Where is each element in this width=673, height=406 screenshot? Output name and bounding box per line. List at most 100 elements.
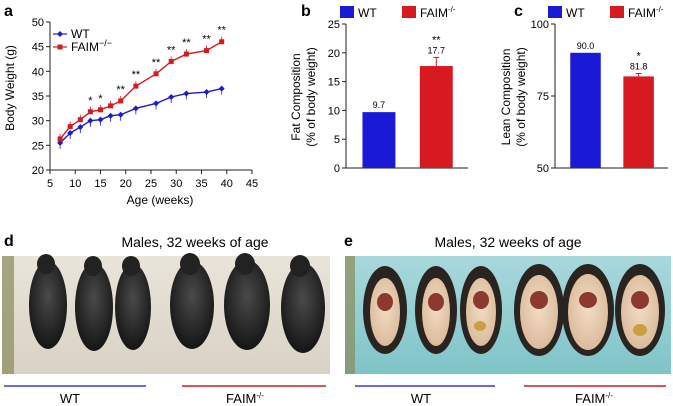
chart-a-xtick-label: 15	[94, 178, 106, 190]
panel-label-d: d	[4, 233, 14, 250]
chart-b-significance: **	[432, 34, 441, 46]
chart-b-bar-faim	[419, 66, 453, 168]
mouse-faim-3	[281, 255, 325, 353]
chart-a-significance: **	[132, 69, 141, 81]
photo-e-faim-label: FAIM-/-	[575, 391, 613, 406]
chart-a-xtick-label: 30	[170, 178, 182, 190]
carcass-faim-3	[615, 264, 665, 356]
chart-a-xtick-label: 20	[120, 178, 132, 190]
chart-a-point-faim	[108, 103, 114, 109]
chart-a-point-wt	[203, 89, 210, 96]
mouse-faim-2	[224, 253, 270, 350]
chart-a-point-wt	[87, 117, 94, 124]
chart-a-significance: **	[167, 44, 176, 56]
carcass-faim-2	[562, 264, 614, 356]
chart-b-legend-faim-swatch	[402, 6, 416, 18]
chart-a-point-faim	[77, 117, 83, 123]
chart-c-legend-faim-swatch	[610, 6, 624, 18]
chart-a-point-wt	[153, 100, 160, 107]
chart-a-ytick-label: 45	[32, 42, 44, 54]
fat-composition-chart: Fat Composition (% of body weight) 0 5 10 1…	[289, 5, 468, 175]
chart-a-point-faim	[118, 98, 124, 104]
chart-a-point-wt	[218, 85, 225, 92]
chart-a-point-wt	[97, 116, 104, 123]
chart-b-bar-wt	[362, 112, 396, 168]
chart-b-ytick-label: 0	[334, 163, 340, 175]
chart-c-significance: *	[636, 51, 641, 63]
panel-label-a: a	[4, 3, 13, 20]
chart-a-point-faim	[153, 71, 159, 77]
chart-a-xtick-label: 25	[145, 178, 157, 190]
chart-a-ytick-label: 20	[32, 165, 44, 177]
chart-a-point-wt	[117, 111, 124, 118]
photo-panel-e: Males, 32 weeks of age	[345, 234, 671, 406]
chart-b-legend-wt-swatch	[340, 6, 354, 18]
chart-a-significance: **	[182, 37, 191, 49]
ruler	[2, 256, 14, 374]
chart-a-ytick-label: 40	[32, 66, 44, 78]
chart-a-point-wt	[107, 112, 114, 119]
chart-a-xtick-label: 45	[246, 178, 258, 190]
chart-c-ylabel: Lean Composition	[499, 49, 513, 146]
chart-c-ylabel2: (% of body weight)	[514, 47, 528, 146]
chart-b-ylabel: Fat Composition	[289, 53, 303, 140]
chart-a-significance: **	[152, 57, 161, 69]
legend-wt-label: WT	[71, 27, 90, 41]
chart-a-ylabel: Body Weight (g)	[3, 45, 17, 131]
chart-a-point-faim	[98, 107, 103, 113]
chart-c-bar-faim	[623, 76, 654, 168]
chart-a-point-faim	[87, 109, 93, 115]
body-weight-chart: Body Weight (g) Age (weeks) 20 25 30 35 40 45…	[3, 17, 258, 207]
chart-a-xtick-label: 35	[195, 178, 207, 190]
chart-a-ytick-label: 30	[32, 116, 44, 128]
chart-a-point-faim	[183, 51, 189, 57]
chart-a-point-faim	[219, 39, 225, 45]
lean-composition-chart: Lean Composition (% of body weight) 50 75…	[499, 5, 668, 175]
chart-a-point-wt	[67, 130, 74, 136]
chart-a-xlabel: Age (weeks)	[127, 193, 194, 207]
chart-c-ytick-label: 75	[537, 91, 549, 103]
chart-b-ylabel2: (% of body weight)	[304, 47, 318, 146]
chart-a-ytick-label: 35	[32, 91, 44, 103]
photo-e-wt-label: WT	[411, 391, 431, 406]
chart-b-value-label: 9.7	[373, 100, 386, 110]
chart-a-significance: *	[98, 93, 103, 105]
chart-c-ytick-label: 100	[531, 19, 549, 31]
ruler-e	[345, 256, 355, 374]
carcass-wt-2	[415, 266, 457, 354]
chart-b-ytick-label: 5	[334, 134, 340, 146]
chart-a-point-wt	[132, 105, 139, 112]
chart-c-ytick-label: 50	[537, 163, 549, 175]
chart-a-xtick-label: 10	[69, 178, 81, 190]
photo-e-caption: Males, 32 weeks of age	[434, 234, 581, 250]
chart-a-xtick-label: 40	[221, 178, 233, 190]
chart-a-point-faim	[133, 83, 139, 89]
chart-a-point-wt	[168, 93, 175, 100]
panel-label-b: b	[301, 3, 311, 20]
chart-a-point-faim	[168, 58, 174, 64]
carcass-faim-1	[514, 264, 564, 356]
photo-d-wt-label: WT	[60, 391, 80, 406]
chart-a-point-wt	[183, 90, 190, 97]
chart-c-legend-faim-label: FAIM-/-	[628, 5, 664, 20]
chart-c-value-label: 90.0	[577, 41, 595, 51]
chart-c-legend-wt-swatch	[548, 6, 562, 18]
mouse-faim-1	[170, 253, 214, 349]
carcass-wt-1	[363, 266, 407, 354]
chart-a-point-faim	[67, 124, 73, 130]
chart-b-legend-wt-label: WT	[358, 6, 377, 20]
chart-b-legend-faim-label: FAIM-/-	[420, 5, 456, 20]
carcass-wt-3	[460, 266, 502, 354]
chart-a-point-faim	[204, 48, 210, 54]
panel-label-c: c	[514, 3, 523, 20]
chart-c-bar-wt	[570, 52, 601, 168]
photo-d-faim-label: FAIM-/-	[226, 391, 264, 406]
chart-a-ytick-label: 25	[32, 140, 44, 152]
chart-a-significance: **	[217, 25, 226, 37]
mouse-wt-2	[75, 256, 113, 351]
chart-a-significance: **	[116, 84, 125, 96]
chart-c-legend-wt-label: WT	[566, 6, 585, 20]
chart-a-point-wt	[77, 124, 84, 131]
chart-a-significance: **	[202, 34, 211, 46]
